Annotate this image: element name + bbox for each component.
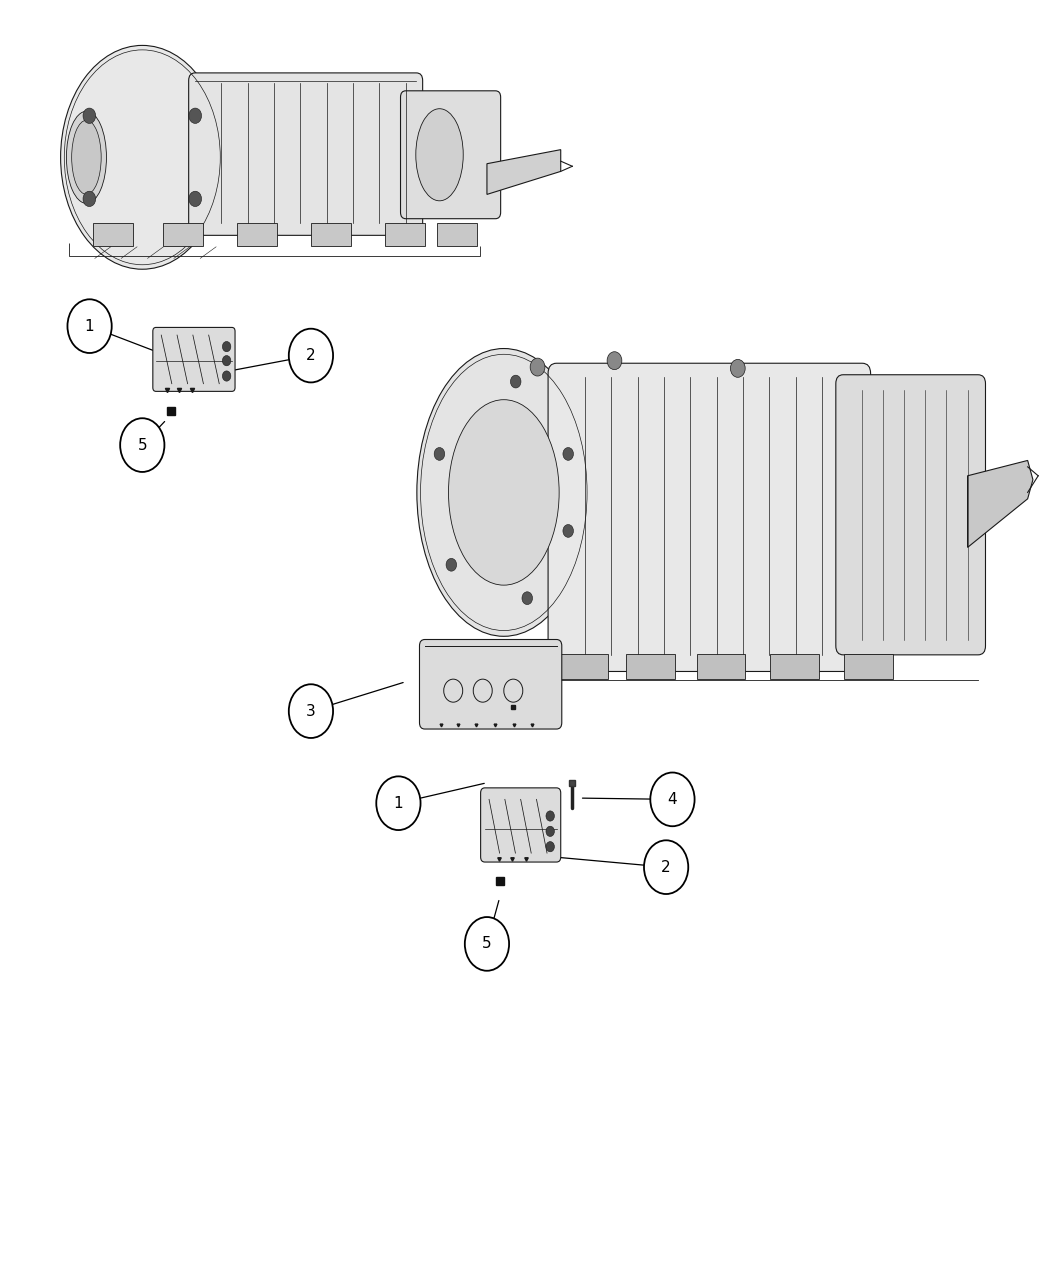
Circle shape xyxy=(465,917,509,971)
Circle shape xyxy=(563,448,573,460)
Circle shape xyxy=(189,109,201,124)
Circle shape xyxy=(650,773,695,826)
FancyBboxPatch shape xyxy=(419,640,562,729)
FancyBboxPatch shape xyxy=(481,788,561,862)
Text: 5: 5 xyxy=(482,936,492,952)
Ellipse shape xyxy=(72,120,101,194)
Polygon shape xyxy=(487,150,561,194)
Text: 2: 2 xyxy=(661,859,671,875)
Circle shape xyxy=(607,352,622,370)
Circle shape xyxy=(730,359,745,377)
Text: 1: 1 xyxy=(393,796,404,811)
Circle shape xyxy=(67,299,112,353)
Circle shape xyxy=(446,559,456,572)
Circle shape xyxy=(644,840,688,894)
Bar xyxy=(385,223,425,246)
Polygon shape xyxy=(968,460,1033,547)
Ellipse shape xyxy=(66,111,106,203)
Ellipse shape xyxy=(415,109,463,201)
FancyBboxPatch shape xyxy=(401,91,501,219)
Circle shape xyxy=(83,109,96,124)
Ellipse shape xyxy=(61,46,225,270)
Circle shape xyxy=(120,418,164,472)
Circle shape xyxy=(546,826,554,836)
Bar xyxy=(311,223,351,246)
Text: 2: 2 xyxy=(306,348,316,363)
FancyBboxPatch shape xyxy=(548,363,871,671)
Circle shape xyxy=(546,842,554,852)
Bar xyxy=(437,223,477,246)
Circle shape xyxy=(546,811,554,821)
Ellipse shape xyxy=(449,399,559,585)
Text: 3: 3 xyxy=(306,703,316,719)
Circle shape xyxy=(510,375,521,388)
Bar xyxy=(770,654,819,679)
Circle shape xyxy=(222,356,231,366)
Circle shape xyxy=(222,341,231,352)
Circle shape xyxy=(289,329,333,382)
Text: 5: 5 xyxy=(137,437,148,453)
Circle shape xyxy=(83,191,96,206)
Bar xyxy=(163,223,203,246)
Bar xyxy=(237,223,277,246)
Circle shape xyxy=(530,358,545,376)
Circle shape xyxy=(222,371,231,381)
FancyBboxPatch shape xyxy=(153,327,235,391)
Text: 4: 4 xyxy=(667,792,678,807)
Ellipse shape xyxy=(416,348,590,637)
FancyBboxPatch shape xyxy=(836,375,985,655)
Circle shape xyxy=(289,684,333,738)
Bar xyxy=(697,654,745,679)
Bar xyxy=(626,654,675,679)
Circle shape xyxy=(563,524,573,537)
Bar xyxy=(93,223,133,246)
Circle shape xyxy=(434,448,445,460)
Text: 1: 1 xyxy=(84,318,95,334)
Bar xyxy=(844,654,893,679)
Circle shape xyxy=(376,776,421,830)
FancyBboxPatch shape xyxy=(189,73,423,235)
Bar xyxy=(560,654,608,679)
Circle shape xyxy=(522,592,532,605)
Circle shape xyxy=(189,191,201,206)
